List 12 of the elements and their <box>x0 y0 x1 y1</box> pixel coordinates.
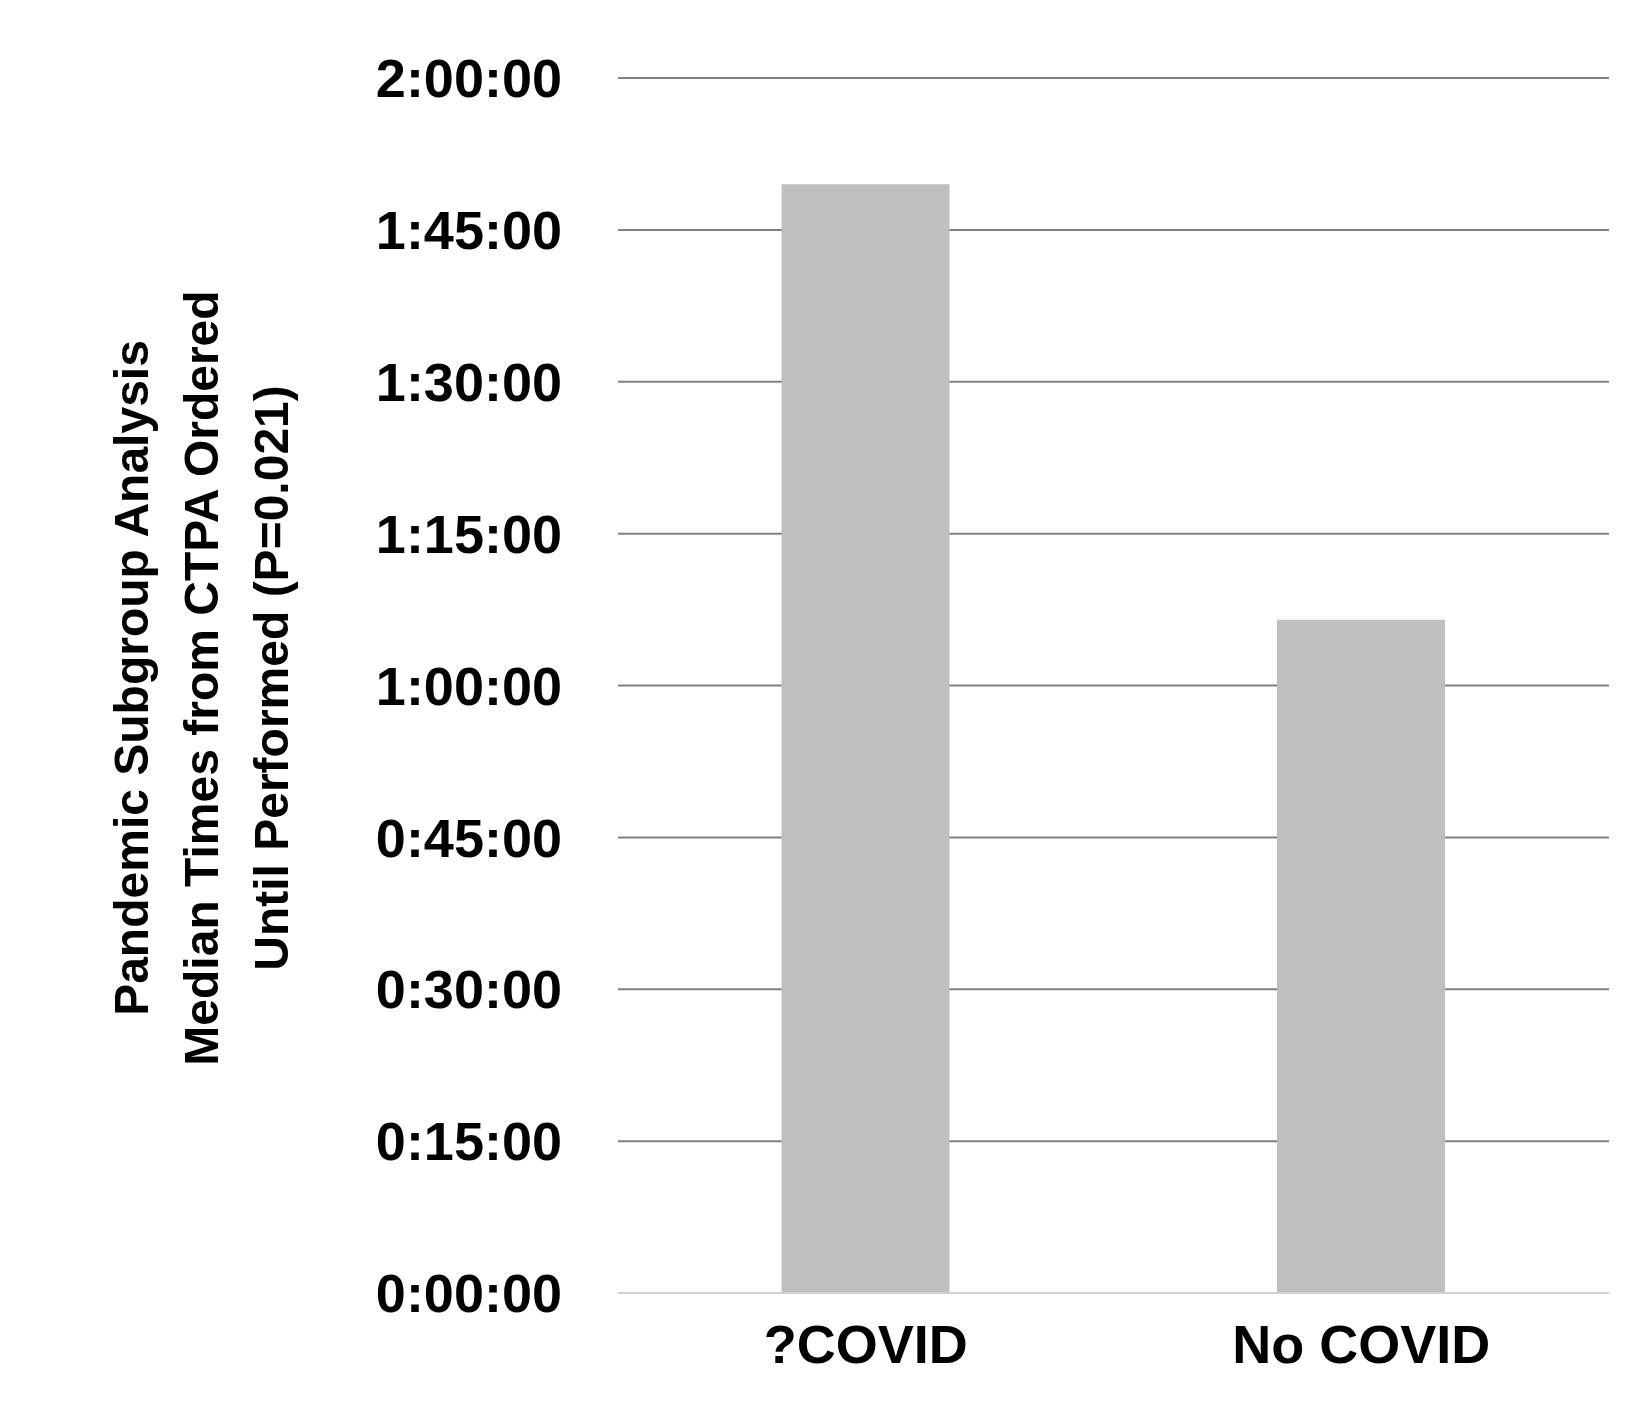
y-tick-label: 1:30:00 <box>375 351 562 412</box>
x-tick-label: No COVID <box>1232 1314 1491 1375</box>
y-tick-label: 0:30:00 <box>375 959 562 1020</box>
y-tick-label: 0:15:00 <box>375 1111 562 1172</box>
y-tick-label: 1:15:00 <box>375 503 562 564</box>
y-tick-label: 0:00:00 <box>375 1263 562 1324</box>
y-tick-label: 1:00:00 <box>375 655 562 716</box>
y-tick-label: 1:45:00 <box>375 200 562 261</box>
y-tick-label: 2:00:00 <box>375 48 562 109</box>
y-axis-title: Pandemic Subgroup Analysis Median Times from CTPA Ordered Until Performed (P=0.021) <box>105 290 298 1066</box>
y-tick-label: 0:45:00 <box>375 807 562 868</box>
x-tick-label: ?COVID <box>763 1314 968 1375</box>
